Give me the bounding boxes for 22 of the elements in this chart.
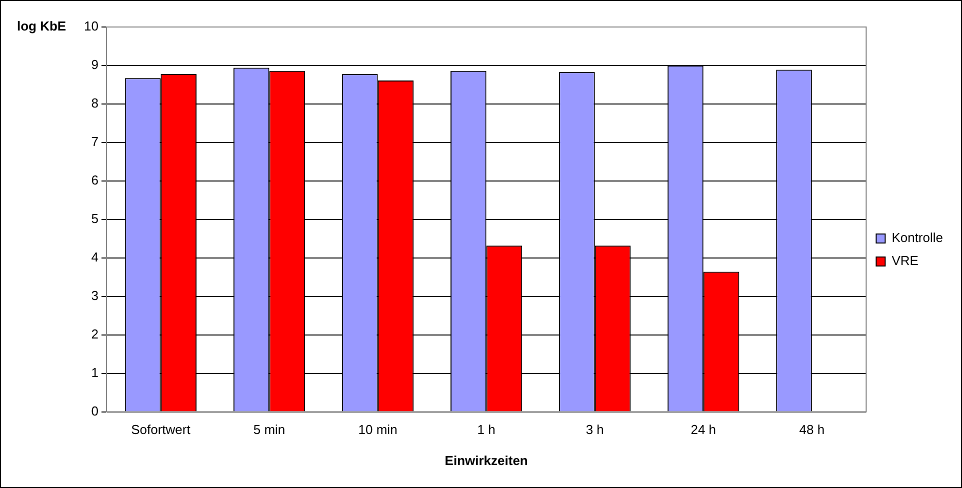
y-tick-label: 8 bbox=[91, 96, 98, 111]
y-tick-label: 9 bbox=[91, 57, 98, 72]
x-tick-label: 5 min bbox=[253, 422, 286, 438]
y-tick-label: 1 bbox=[91, 364, 98, 380]
y-tick-label: 7 bbox=[91, 134, 98, 150]
x-tick-label: 3 h bbox=[586, 422, 604, 438]
x-tick-label: 10 min bbox=[358, 422, 398, 438]
y-tick-label: 3 bbox=[91, 288, 98, 303]
legend-label: VRE bbox=[892, 253, 919, 268]
x-tick-label: 1 h bbox=[477, 422, 496, 438]
legend-label: Kontrolle bbox=[892, 230, 944, 246]
y-axis-title: log KbE bbox=[17, 18, 66, 34]
x-tick-label: 24 h bbox=[690, 422, 716, 438]
x-tick-label: Sofortwert bbox=[131, 422, 191, 438]
y-tick-label: 4 bbox=[91, 249, 98, 264]
y-tick-label: 6 bbox=[91, 172, 98, 188]
x-axis-title: Einwirkzeiten bbox=[444, 452, 528, 468]
y-tick-label: 0 bbox=[91, 403, 98, 418]
x-tick-label: 48 h bbox=[799, 422, 825, 438]
y-tick-label: 5 bbox=[91, 210, 98, 226]
y-tick-label: 2 bbox=[91, 326, 98, 342]
y-tick-label: 10 bbox=[84, 18, 98, 34]
